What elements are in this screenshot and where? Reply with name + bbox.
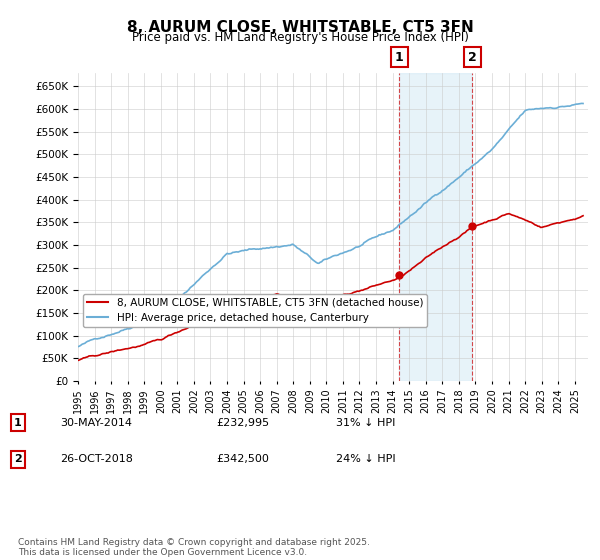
Legend: 8, AURUM CLOSE, WHITSTABLE, CT5 3FN (detached house), HPI: Average price, detach: 8, AURUM CLOSE, WHITSTABLE, CT5 3FN (det… bbox=[83, 293, 427, 327]
Text: 8, AURUM CLOSE, WHITSTABLE, CT5 3FN: 8, AURUM CLOSE, WHITSTABLE, CT5 3FN bbox=[127, 20, 473, 35]
Text: 26-OCT-2018: 26-OCT-2018 bbox=[60, 454, 133, 464]
Text: Price paid vs. HM Land Registry's House Price Index (HPI): Price paid vs. HM Land Registry's House … bbox=[131, 31, 469, 44]
Text: Contains HM Land Registry data © Crown copyright and database right 2025.
This d: Contains HM Land Registry data © Crown c… bbox=[18, 538, 370, 557]
Text: 30-MAY-2014: 30-MAY-2014 bbox=[60, 418, 132, 428]
Text: £342,500: £342,500 bbox=[216, 454, 269, 464]
Text: 1: 1 bbox=[395, 50, 404, 63]
Text: 1: 1 bbox=[14, 418, 22, 428]
Text: 2: 2 bbox=[14, 454, 22, 464]
Bar bbox=[400, 73, 472, 381]
Text: 24% ↓ HPI: 24% ↓ HPI bbox=[336, 454, 395, 464]
Text: 2: 2 bbox=[468, 50, 477, 63]
Text: £232,995: £232,995 bbox=[216, 418, 269, 428]
Text: 31% ↓ HPI: 31% ↓ HPI bbox=[336, 418, 395, 428]
